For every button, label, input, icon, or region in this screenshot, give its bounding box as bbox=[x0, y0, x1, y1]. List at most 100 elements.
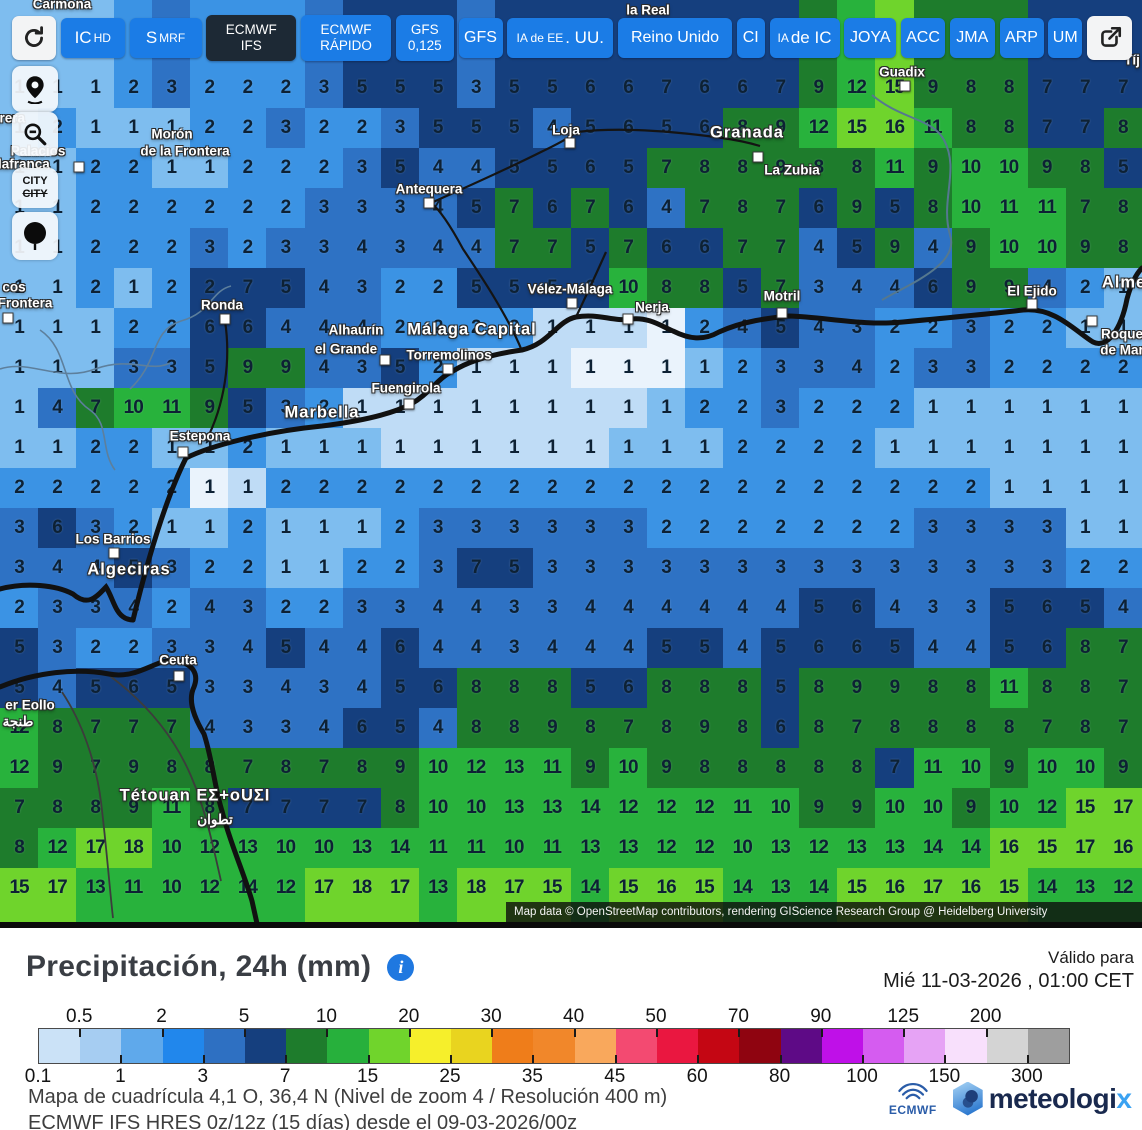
grid-cell: 12 bbox=[190, 868, 229, 908]
grid-cell: 1 bbox=[1103, 428, 1142, 468]
grid-cell: 5 bbox=[418, 68, 457, 108]
grid-cell: 10 bbox=[989, 228, 1028, 268]
locate-button[interactable] bbox=[12, 66, 58, 112]
grid-cell: 3 bbox=[951, 588, 990, 628]
city-label: Antequera bbox=[395, 181, 463, 197]
legend-tick bbox=[738, 1029, 741, 1037]
city-label: El Ejido bbox=[1007, 283, 1057, 299]
model-ic-hd[interactable]: IC HD bbox=[60, 18, 125, 58]
grid-cell: 3 bbox=[989, 508, 1028, 548]
grid-row: 11222323343447757667745949101098 bbox=[0, 228, 1142, 268]
grid-cell: 2 bbox=[418, 308, 457, 348]
model-acc[interactable]: ACC bbox=[901, 18, 945, 58]
grid-cell: 16 bbox=[875, 868, 914, 908]
grid-cell: 2 bbox=[152, 228, 191, 268]
grid-cell: 2 bbox=[114, 228, 153, 268]
model-joya[interactable]: JOYA bbox=[844, 18, 897, 58]
grid-row: 5 4 5 6 5 3 3 4 3 4 5 6 8 8 8 5 6 8 8 8 5 8 9 9 8 8 11 8 8 7 bbox=[0, 668, 1142, 708]
grid-cell: 7 bbox=[1065, 68, 1104, 108]
grid-cell: 2 bbox=[228, 508, 267, 548]
model-ia-ic[interactable]: IA de IC bbox=[769, 18, 840, 58]
legend-segment bbox=[368, 1029, 410, 1063]
grid-cell: 2 bbox=[266, 148, 305, 188]
refresh-button[interactable] bbox=[12, 16, 56, 60]
legend-label-top: 40 bbox=[563, 1006, 585, 1027]
grid-cell: 5 bbox=[532, 68, 571, 108]
grid-cell: 7 bbox=[266, 788, 305, 828]
model-um[interactable]: UM bbox=[1048, 18, 1083, 58]
grid-cell: 2 bbox=[380, 508, 419, 548]
grid-cell: 8 bbox=[1103, 108, 1142, 148]
grid-cell: 3 bbox=[989, 548, 1028, 588]
legend-tick bbox=[820, 1029, 823, 1037]
grid-cell: 13 bbox=[418, 868, 457, 908]
grid-cell: 7 bbox=[1027, 708, 1066, 748]
grid-cell: 7 bbox=[76, 708, 115, 748]
grid-cell: 1 bbox=[38, 308, 77, 348]
model-ci[interactable]: CI bbox=[736, 18, 765, 58]
grid-cell: 10 bbox=[266, 828, 305, 868]
grid-cell: 3 bbox=[456, 68, 495, 108]
legend-label-bottom: 0.1 bbox=[24, 1066, 52, 1087]
grid-cell: 3 bbox=[799, 548, 838, 588]
road-line bbox=[61, 691, 114, 919]
share-button[interactable] bbox=[1087, 16, 1132, 60]
grid-cell: 10 bbox=[609, 268, 648, 308]
grid-cell: 6 bbox=[1027, 588, 1066, 628]
grid-cell: 4 bbox=[685, 588, 724, 628]
grid-cell: 8 bbox=[723, 188, 762, 228]
grid-cell: 4 bbox=[456, 588, 495, 628]
model-gfs[interactable]: GFS bbox=[458, 18, 503, 58]
grid-cell: 4 bbox=[1103, 588, 1142, 628]
legend-segment bbox=[533, 1029, 575, 1063]
grid-cell: 13 bbox=[609, 828, 648, 868]
grid-cell: 1 bbox=[266, 548, 305, 588]
grid-cell: 4 bbox=[418, 708, 457, 748]
grid-cell: 11 bbox=[456, 828, 495, 868]
legend-label-top: 10 bbox=[315, 1006, 337, 1027]
title-row: Precipitación, 24h (mm) i bbox=[26, 950, 415, 984]
grid-cell: 7 bbox=[304, 748, 343, 788]
grid-cell: 5 bbox=[837, 228, 876, 268]
marker-button[interactable] bbox=[12, 212, 58, 260]
grid-cell: 2 bbox=[418, 268, 457, 308]
grid-cell: 10 bbox=[609, 748, 648, 788]
grid-cell: 7 bbox=[761, 68, 800, 108]
grid-cell: 4 bbox=[38, 388, 77, 428]
grid-cell: 1 bbox=[951, 388, 990, 428]
model-s-mrf[interactable]: S MRF bbox=[129, 18, 202, 58]
grid-cell: 5 bbox=[799, 588, 838, 628]
grid-cell: 1 bbox=[875, 428, 914, 468]
map-canvas[interactable]: 1112322235553556676679121598877712111223… bbox=[0, 0, 1142, 928]
grid-cell: 12 bbox=[38, 828, 77, 868]
grid-cell: 10 bbox=[951, 148, 990, 188]
grid-cell: 2 bbox=[114, 308, 153, 348]
meteologix-x: x bbox=[1116, 1082, 1132, 1114]
legend-label-top: 2 bbox=[156, 1006, 167, 1027]
model-reino-unido[interactable]: Reino Unido bbox=[618, 18, 732, 58]
legend-label-bottom: 25 bbox=[439, 1066, 461, 1087]
grid-cell: 2 bbox=[266, 588, 305, 628]
grid-cell: 3 bbox=[913, 548, 952, 588]
city-label: Ceuta bbox=[159, 652, 197, 668]
grid-row: 15 17 13 11 10 12 14 12 17 18 17 13 18 17 15 14 15 16 15 14… bbox=[0, 868, 1142, 908]
grid-cell: 3 bbox=[913, 588, 952, 628]
model-gfs-0125[interactable]: GFS 0,125 bbox=[395, 15, 454, 61]
zoom-out-button[interactable] bbox=[12, 112, 58, 156]
grid-cell: 7 bbox=[228, 748, 267, 788]
map-marker-icon bbox=[24, 222, 46, 250]
city-toggle-button[interactable]: CITY CITY bbox=[12, 168, 58, 208]
grid-cell: 6 bbox=[570, 148, 609, 188]
model-ecmwf-ifs[interactable]: ECMWF IFS bbox=[206, 15, 297, 61]
grid-cell: 2 bbox=[190, 68, 229, 108]
legend-segment bbox=[780, 1029, 822, 1063]
city-marker bbox=[776, 307, 788, 319]
model-ia-eeuu[interactable]: IA de EE. UU. bbox=[507, 18, 614, 58]
coastline-africa bbox=[0, 657, 261, 928]
grid-cell: 3 bbox=[152, 548, 191, 588]
info-icon[interactable]: i bbox=[387, 953, 415, 981]
grid-cell: 2 bbox=[723, 388, 762, 428]
model-ecmwf-rapido[interactable]: ECMWF RÁPIDO bbox=[301, 15, 391, 61]
model-arp[interactable]: ARP bbox=[999, 18, 1044, 58]
model-jma[interactable]: JMA bbox=[949, 18, 995, 58]
